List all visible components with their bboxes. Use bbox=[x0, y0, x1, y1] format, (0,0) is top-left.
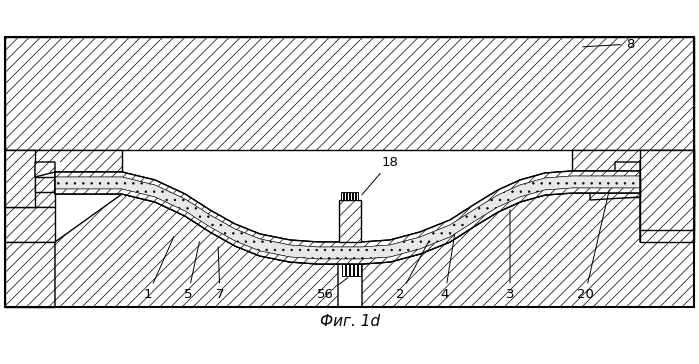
Text: 3: 3 bbox=[506, 210, 514, 301]
Polygon shape bbox=[55, 194, 338, 307]
Text: 18: 18 bbox=[362, 155, 398, 195]
Polygon shape bbox=[55, 171, 640, 247]
Bar bbox=[339, 200, 361, 242]
Polygon shape bbox=[5, 37, 694, 150]
Bar bbox=[35, 162, 60, 192]
Text: 56: 56 bbox=[317, 278, 348, 301]
Text: 4: 4 bbox=[441, 235, 454, 301]
Bar bbox=[350, 192, 352, 200]
Polygon shape bbox=[362, 193, 694, 307]
Bar bbox=[354, 264, 357, 276]
Bar bbox=[341, 192, 343, 200]
Polygon shape bbox=[55, 188, 640, 264]
Polygon shape bbox=[5, 207, 55, 242]
Bar bbox=[342, 264, 345, 276]
Polygon shape bbox=[35, 177, 55, 192]
Bar bbox=[5, 150, 35, 207]
Polygon shape bbox=[55, 171, 640, 264]
Polygon shape bbox=[5, 150, 122, 207]
Text: 1: 1 bbox=[144, 237, 174, 301]
Polygon shape bbox=[5, 242, 55, 307]
Polygon shape bbox=[615, 162, 640, 177]
Bar bbox=[353, 192, 355, 200]
Polygon shape bbox=[55, 176, 640, 259]
Text: Фиг. 1d: Фиг. 1d bbox=[320, 314, 380, 329]
Bar bbox=[640, 150, 694, 230]
Bar bbox=[346, 264, 349, 276]
Polygon shape bbox=[572, 150, 694, 207]
Text: 2: 2 bbox=[396, 241, 428, 301]
Bar bbox=[350, 264, 353, 276]
Text: 20: 20 bbox=[577, 190, 610, 301]
Text: 7: 7 bbox=[216, 247, 224, 301]
Text: 8: 8 bbox=[583, 37, 634, 51]
Bar bbox=[615, 162, 640, 192]
Text: 5: 5 bbox=[184, 242, 199, 301]
Bar bbox=[356, 192, 358, 200]
Polygon shape bbox=[640, 193, 694, 242]
Bar bbox=[344, 192, 346, 200]
Polygon shape bbox=[35, 162, 55, 177]
Polygon shape bbox=[590, 192, 640, 200]
Polygon shape bbox=[615, 177, 640, 197]
Bar bbox=[347, 192, 349, 200]
Bar bbox=[358, 264, 361, 276]
